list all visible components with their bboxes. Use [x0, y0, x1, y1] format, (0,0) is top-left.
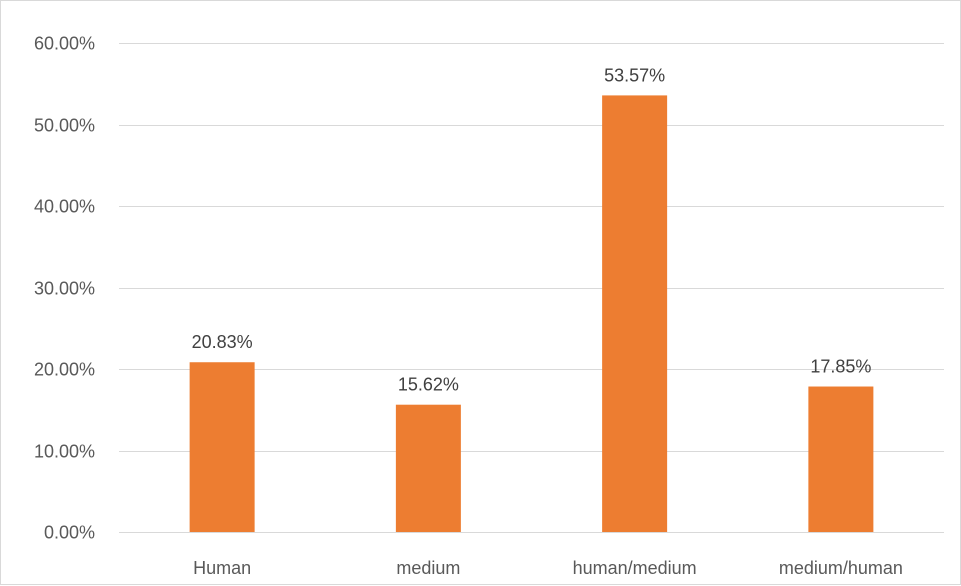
y-tick-label: 10.00% [34, 442, 95, 462]
y-tick-label: 50.00% [34, 116, 95, 136]
bar [396, 405, 461, 532]
y-tick-label: 40.00% [34, 197, 95, 217]
y-tick-label: 20.00% [34, 360, 95, 380]
data-labels: 20.83% 15.62% 53.57% 17.85% [192, 65, 872, 394]
y-axis-tick-labels: 0.00% 10.00% 20.00% 30.00% 40.00% 50.00% 60.00… [34, 34, 95, 543]
bar [602, 95, 667, 532]
data-label: 15.62% [398, 375, 459, 395]
bars [190, 95, 874, 532]
x-tick-label: human/medium [573, 558, 697, 578]
y-tick-label: 30.00% [34, 279, 95, 299]
y-tick-label: 0.00% [44, 523, 95, 543]
y-tick-label: 60.00% [34, 34, 95, 54]
bar [808, 387, 873, 532]
data-label: 53.57% [604, 65, 665, 85]
bar [190, 362, 255, 532]
x-tick-label: Human [193, 558, 251, 578]
x-tick-label: medium [396, 558, 460, 578]
x-tick-label: medium/human [779, 558, 903, 578]
x-axis-tick-labels: Human medium human/medium medium/human [193, 558, 903, 578]
data-label: 17.85% [810, 357, 871, 377]
data-label: 20.83% [192, 332, 253, 352]
